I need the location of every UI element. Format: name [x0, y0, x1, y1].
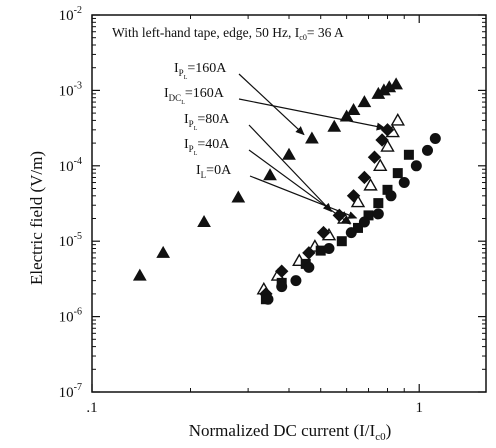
plot-frame [91, 14, 487, 393]
series-annotation-label: IL=0A [196, 163, 232, 180]
series-annotation-label: IPL=80A [184, 112, 230, 132]
data-point-circle-filled [262, 293, 274, 305]
series-annotation-label: IPL=160A [174, 61, 227, 81]
data-point-triangle-open [363, 177, 378, 191]
data-point-triangle-filled [156, 245, 171, 258]
data-point-square-filled [336, 236, 347, 247]
data-point-triangle-filled [231, 190, 246, 203]
y-tick-label: 10-3 [59, 80, 82, 99]
data-point-circle-filled [410, 160, 422, 172]
data-point-triangle-filled [263, 168, 277, 181]
data-point-circle-filled [421, 144, 433, 156]
data-point-triangle-open [390, 112, 405, 126]
x-axis-label: Normalized DC current (I/Ic0) [189, 421, 392, 443]
data-point-square-filled [392, 168, 403, 179]
x-tick-label: 1 [415, 400, 423, 416]
data-point-triangle-filled [327, 119, 342, 132]
y-tick-label: 10-5 [59, 231, 82, 250]
data-point-circle-filled [398, 177, 410, 189]
data-point-circle-filled [372, 208, 384, 220]
data-point-triangle-open [373, 158, 388, 172]
data-point-circle-filled [290, 275, 302, 287]
y-tick-label: 10-7 [59, 382, 82, 401]
y-tick-label: 10-2 [59, 5, 82, 24]
annotation-arrow [238, 98, 386, 131]
data-point-diamond-filled [346, 189, 361, 203]
data-point-circle-filled [276, 281, 288, 293]
data-point-circle-filled [358, 216, 370, 228]
y-axis-label: Electric field (V/m) [27, 151, 46, 285]
data-point-diamond-filled [375, 133, 389, 147]
annotation-arrow [238, 73, 305, 136]
series-annotation-label: IDCL=160A [164, 86, 225, 106]
data-point-triangle-open [350, 194, 366, 208]
x-tick-label: .1 [86, 400, 97, 416]
data-point-diamond-filled [275, 264, 289, 278]
data-point-triangle-filled [389, 77, 403, 90]
data-point-square-filled [373, 198, 384, 209]
series-annotation-label: IPL=40A [184, 137, 230, 157]
data-point-circle-filled [323, 243, 335, 255]
annotation-arrow [249, 175, 358, 219]
data-point-triangle-open [380, 139, 395, 152]
data-point-triangle-filled [357, 95, 372, 108]
annotation-arrow [248, 124, 333, 213]
y-tick-label: 10-6 [59, 307, 82, 326]
data-point-triangle-filled [282, 147, 296, 160]
data-point-circle-filled [303, 261, 315, 273]
data-point-diamond-filled [357, 170, 372, 185]
annotation-arrow [248, 149, 351, 225]
data-point-triangle-filled [305, 131, 319, 144]
y-tick-label: 10-4 [59, 156, 82, 175]
data-point-circle-filled [345, 227, 357, 239]
data-point-triangle-filled [346, 102, 361, 115]
data-point-diamond-filled [367, 150, 382, 164]
data-point-triangle-filled [197, 214, 211, 227]
data-point-square-filled [403, 149, 414, 160]
data-point-circle-filled [385, 190, 397, 202]
data-point-diamond-filled [302, 246, 316, 260]
data-point-triangle-filled [132, 268, 147, 281]
data-point-circle-filled [429, 133, 441, 145]
data-point-diamond-filled [316, 225, 331, 240]
chart-note: With left-hand tape, edge, 50 Hz, Ic0= 3… [112, 25, 344, 42]
